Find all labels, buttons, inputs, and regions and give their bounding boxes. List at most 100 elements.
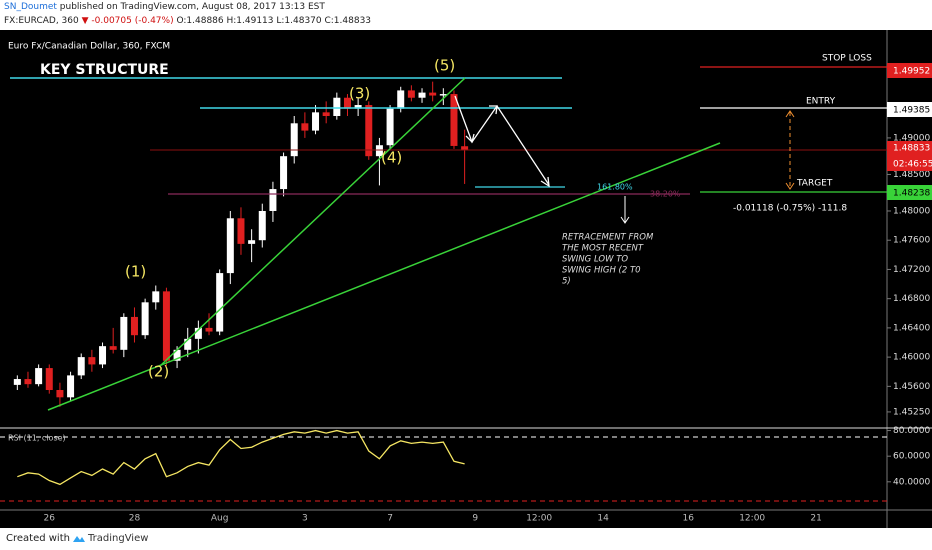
candle-body — [173, 349, 181, 361]
drawings: Euro Fx/Canadian Dollar, 360, FXCM KEY S… — [8, 42, 887, 443]
candle-body — [205, 327, 213, 332]
y-tick-label: 1.45600 — [893, 382, 930, 392]
chart: 1.45250 1.45600 1.46000 1.46400 1.46800 1.472… — [0, 30, 932, 528]
arrow-head — [465, 133, 475, 144]
candle-body — [13, 379, 21, 385]
symbol-line: FX:EURCAD, 360 ▼ -0.00705 (-0.47%) O:1.4… — [4, 16, 371, 26]
change: ▼ -0.00705 (-0.47%) — [81, 16, 174, 26]
x-tick-label: 21 — [810, 514, 821, 524]
badge-text: 02:46:55 — [893, 160, 932, 170]
candle-body — [290, 123, 298, 157]
badge-text: 1.48833 — [893, 144, 930, 154]
stop-loss-label: STOP LOSS — [822, 54, 872, 64]
candle-body — [354, 105, 362, 109]
author[interactable]: SN_Doumet — [4, 2, 57, 12]
candle-body — [343, 97, 351, 109]
wave-label: (3) — [349, 85, 370, 103]
badge — [887, 63, 932, 78]
x-tick-label: 7 — [387, 514, 393, 524]
badge-text: 1.48238 — [893, 189, 930, 199]
candle-body — [226, 218, 234, 274]
candle-body — [397, 90, 405, 109]
y-tick-label: 1.47200 — [893, 265, 930, 275]
ohlc: O:1.48886 H:1.49113 L:1.48370 C:1.48833 — [176, 16, 372, 26]
arrow-head — [620, 216, 630, 224]
footer: Created with TradingView — [0, 528, 932, 550]
candle-body — [418, 92, 426, 98]
y-tick-label: 1.47600 — [893, 236, 930, 246]
price-badges: 1.49952 1.49385 1.48833 02:46:55 1.48238 — [887, 63, 932, 200]
fib-label: 38.20% — [650, 190, 681, 199]
x-tick-label: 26 — [44, 514, 56, 524]
wave-label: (5) — [434, 57, 455, 75]
x-tick-label: 12:00 — [526, 514, 552, 524]
candle-body — [312, 112, 320, 131]
candle-body — [45, 368, 53, 391]
candle-body — [333, 97, 341, 116]
y-tick-label: 1.46000 — [893, 353, 930, 363]
rsi-line — [17, 429, 465, 486]
candle-body — [365, 105, 373, 157]
fib-label: 161.80% — [597, 183, 633, 192]
candle-body — [375, 145, 383, 157]
note: RETRACEMENT FROM THE MOST RECENT SWING L… — [562, 233, 654, 287]
candle-body — [99, 346, 107, 365]
candle-body — [301, 123, 309, 131]
badge-text: 1.49385 — [893, 106, 930, 116]
candle-body — [439, 94, 447, 96]
y-tick-label: 1.49000 — [893, 133, 930, 143]
candle-body — [77, 357, 85, 376]
candle-body — [130, 316, 138, 336]
y-tick-label: 1.46800 — [893, 294, 930, 304]
x-tick-label: Aug — [211, 514, 229, 524]
wave-label: (1) — [125, 263, 146, 281]
y-tick-label: 40.0000 — [893, 477, 930, 487]
publish-line: SN_Doumet published on TradingView.com, … — [4, 2, 325, 12]
target-label: TARGET — [796, 179, 833, 189]
axes: 1.45250 1.45600 1.46000 1.46400 1.46800 1.472… — [44, 133, 931, 523]
logo-shape — [73, 536, 85, 542]
marks — [0, 81, 887, 502]
created: Created with — [6, 533, 70, 544]
candle-body — [429, 92, 437, 96]
candle-body — [322, 112, 330, 116]
candle-body — [35, 368, 43, 385]
candle-body — [194, 327, 202, 339]
candle-body — [386, 108, 394, 146]
trade-summary: -0.01118 (-0.75%) -111.8 — [733, 204, 847, 214]
candle-body — [120, 316, 128, 350]
x-tick-label: 28 — [129, 514, 141, 524]
arrow-head — [785, 182, 795, 190]
candle-body — [269, 189, 277, 211]
candle-body — [237, 218, 245, 244]
x-tick-label: 9 — [472, 514, 478, 524]
candle-body — [109, 346, 117, 350]
candle-body — [67, 375, 75, 398]
note-line: SWING HIGH (2 T0 — [562, 266, 641, 276]
badge — [887, 102, 932, 117]
y-tick-label: 1.45250 — [893, 407, 930, 417]
arrow-head — [489, 105, 498, 115]
note-line: RETRACEMENT FROM — [562, 233, 654, 243]
note-line: THE MOST RECENT — [562, 244, 644, 254]
candle-body — [24, 379, 32, 385]
badge-text: 1.49952 — [893, 67, 930, 77]
projection-arrow — [454, 95, 550, 186]
candle-body — [216, 273, 224, 332]
background — [0, 30, 932, 528]
y-tick-label: 1.48000 — [893, 206, 930, 216]
y-tick-label: 60.0000 — [893, 452, 930, 462]
note-line: SWING LOW TO — [562, 255, 628, 265]
x-tick-label: 16 — [683, 514, 695, 524]
x-tick-label: 12:00 — [739, 514, 765, 524]
candle-body — [407, 90, 415, 98]
candle-body — [56, 390, 64, 398]
x-tick-label: 14 — [597, 514, 609, 524]
arrow-head — [540, 176, 550, 188]
wave-label: (4) — [381, 149, 402, 167]
candle-body — [141, 302, 149, 336]
candle-body — [184, 338, 192, 350]
candle-body — [162, 291, 170, 361]
brand[interactable]: TradingView — [88, 533, 149, 544]
